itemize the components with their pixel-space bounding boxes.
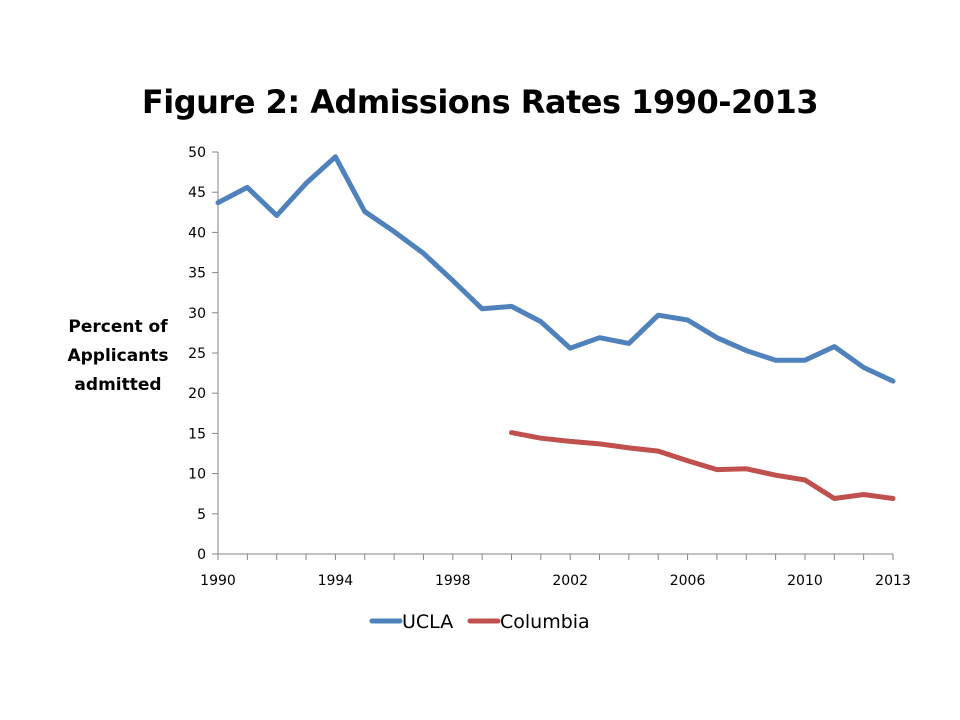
series-layer	[215, 154, 896, 501]
y-axis-label-line-3: admitted	[74, 375, 162, 395]
x-tick-label: 2013	[875, 573, 911, 589]
x-tick-label: 1994	[318, 573, 354, 589]
y-axis-label: Percent of Applicants admitted	[58, 313, 178, 400]
x-tick-label: 2006	[670, 573, 706, 589]
legend: UCLA Columbia	[369, 611, 590, 633]
y-tick-label: 50	[188, 145, 206, 161]
y-tick-label: 15	[188, 426, 206, 442]
y-tick-label: 40	[188, 225, 206, 241]
x-tick-label: 1990	[200, 573, 236, 589]
series-line-columbia	[509, 430, 896, 501]
y-tick-label: 45	[188, 185, 206, 201]
y-tick-label: 5	[197, 507, 206, 523]
y-tick-label: 30	[188, 306, 206, 322]
y-tick-label: 10	[188, 467, 206, 483]
chart-title: Figure 2: Admissions Rates 1990-2013	[141, 83, 819, 121]
y-tick-label: 25	[188, 346, 206, 362]
axes: 0 5 10 15 20 25 30 35 40 45 50 1990 1994 1998 2002 2006…	[188, 145, 911, 589]
y-tick-label: 35	[188, 266, 206, 282]
x-tick-label: 1998	[435, 573, 471, 589]
series-line-ucla	[215, 154, 896, 384]
y-tick-label: 20	[188, 386, 206, 402]
x-tick-label: 2010	[787, 573, 823, 589]
y-axis-label-line-1: Percent of	[68, 317, 168, 337]
y-axis-label-line-2: Applicants	[67, 346, 169, 366]
legend-label-columbia: Columbia	[500, 611, 590, 633]
x-tick-label: 2002	[552, 573, 588, 589]
legend-label-ucla: UCLA	[402, 611, 453, 633]
y-tick-label: 0	[197, 547, 206, 563]
